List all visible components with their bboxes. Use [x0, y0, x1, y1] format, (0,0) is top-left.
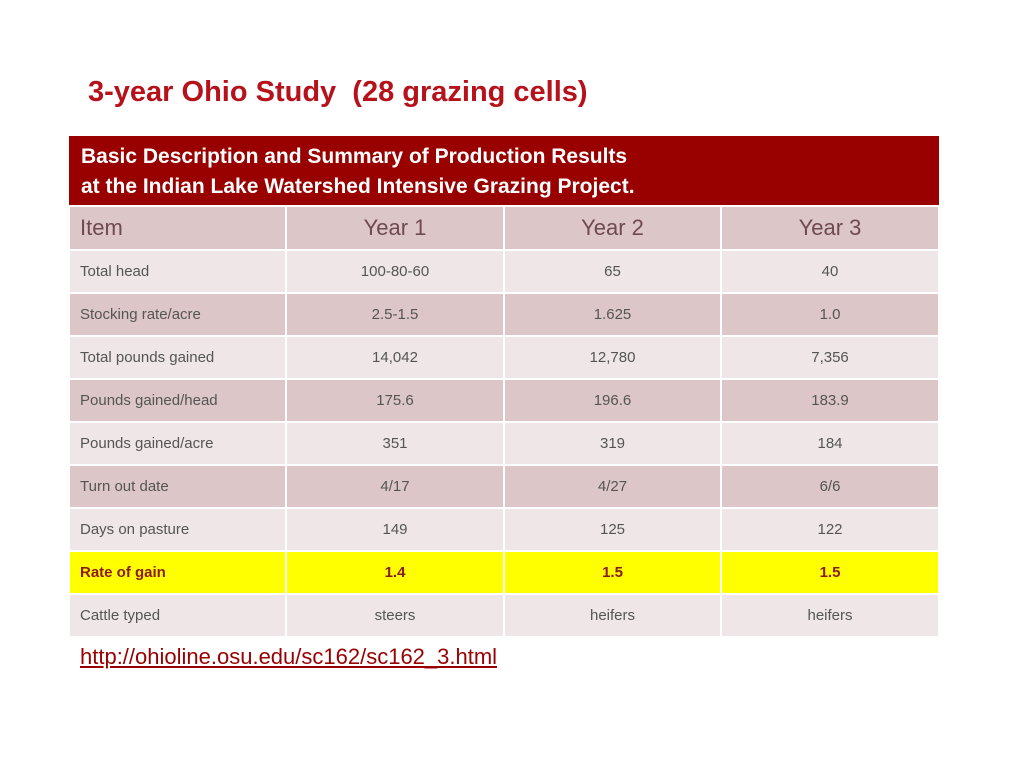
year-3-cell: 7,356	[719, 335, 941, 380]
table-row: Turn out date 4/17 4/27 6/6	[68, 464, 941, 509]
year-3-cell: 184	[719, 421, 941, 466]
year-2-cell: 319	[503, 421, 722, 466]
year-3-cell: heifers	[719, 593, 941, 638]
column-header-item: Item	[68, 205, 287, 251]
table-row: Cattle typed steers heifers heifers	[68, 593, 941, 638]
year-2-cell: 4/27	[503, 464, 722, 509]
year-2-cell: 1.5	[503, 550, 722, 595]
table-row: Total head 100-80-60 65 40	[68, 249, 941, 294]
production-results-table: Basic Description and Summary of Product…	[68, 136, 941, 638]
banner-line-2: at the Indian Lake Watershed Intensive G…	[81, 175, 635, 198]
year-3-cell: 6/6	[719, 464, 941, 509]
year-1-cell: 14,042	[285, 335, 505, 380]
year-3-cell: 183.9	[719, 378, 941, 423]
table-row: Stocking rate/acre 2.5-1.5 1.625 1.0	[68, 292, 941, 337]
row-label: Rate of gain	[68, 550, 287, 595]
table-row: Pounds gained/acre 351 319 184	[68, 421, 941, 466]
slide-title: 3-year Ohio Study (28 grazing cells)	[88, 76, 588, 108]
year-1-cell: 175.6	[285, 378, 505, 423]
year-1-cell: 4/17	[285, 464, 505, 509]
year-1-cell: 2.5-1.5	[285, 292, 505, 337]
column-header-year-3: Year 3	[719, 205, 941, 251]
year-2-cell: 125	[503, 507, 722, 552]
year-1-cell: 100-80-60	[285, 249, 505, 294]
table-header-row: Item Year 1 Year 2 Year 3	[68, 205, 941, 251]
table-row: Days on pasture 149 125 122	[68, 507, 941, 552]
year-1-cell: 1.4	[285, 550, 505, 595]
row-label: Cattle typed	[68, 593, 287, 638]
table-row-highlighted: Rate of gain 1.4 1.5 1.5	[68, 550, 941, 595]
year-2-cell: 1.625	[503, 292, 722, 337]
year-2-cell: 196.6	[503, 378, 722, 423]
row-label: Days on pasture	[68, 507, 287, 552]
banner-line-1: Basic Description and Summary of Product…	[81, 145, 628, 168]
column-header-year-1: Year 1	[285, 205, 505, 251]
row-label: Turn out date	[68, 464, 287, 509]
row-label: Pounds gained/head	[68, 378, 287, 423]
row-label: Total head	[68, 249, 287, 294]
column-header-year-2: Year 2	[503, 205, 722, 251]
source-link[interactable]: http://ohioline.osu.edu/sc162/sc162_3.ht…	[80, 644, 498, 669]
year-2-cell: 12,780	[503, 335, 722, 380]
year-2-cell: heifers	[503, 593, 722, 638]
year-3-cell: 1.0	[719, 292, 941, 337]
year-1-cell: steers	[285, 593, 505, 638]
table-banner: Basic Description and Summary of Product…	[69, 136, 940, 206]
year-3-cell: 40	[719, 249, 941, 294]
table-row: Pounds gained/head 175.6 196.6 183.9	[68, 378, 941, 423]
year-2-cell: 65	[503, 249, 722, 294]
row-label: Stocking rate/acre	[68, 292, 287, 337]
year-3-cell: 122	[719, 507, 941, 552]
table-row: Total pounds gained 14,042 12,780 7,356	[68, 335, 941, 380]
year-1-cell: 149	[285, 507, 505, 552]
table-banner-row: Basic Description and Summary of Product…	[69, 136, 940, 206]
year-3-cell: 1.5	[719, 550, 941, 595]
row-label: Total pounds gained	[68, 335, 287, 380]
year-1-cell: 351	[285, 421, 505, 466]
row-label: Pounds gained/acre	[68, 421, 287, 466]
